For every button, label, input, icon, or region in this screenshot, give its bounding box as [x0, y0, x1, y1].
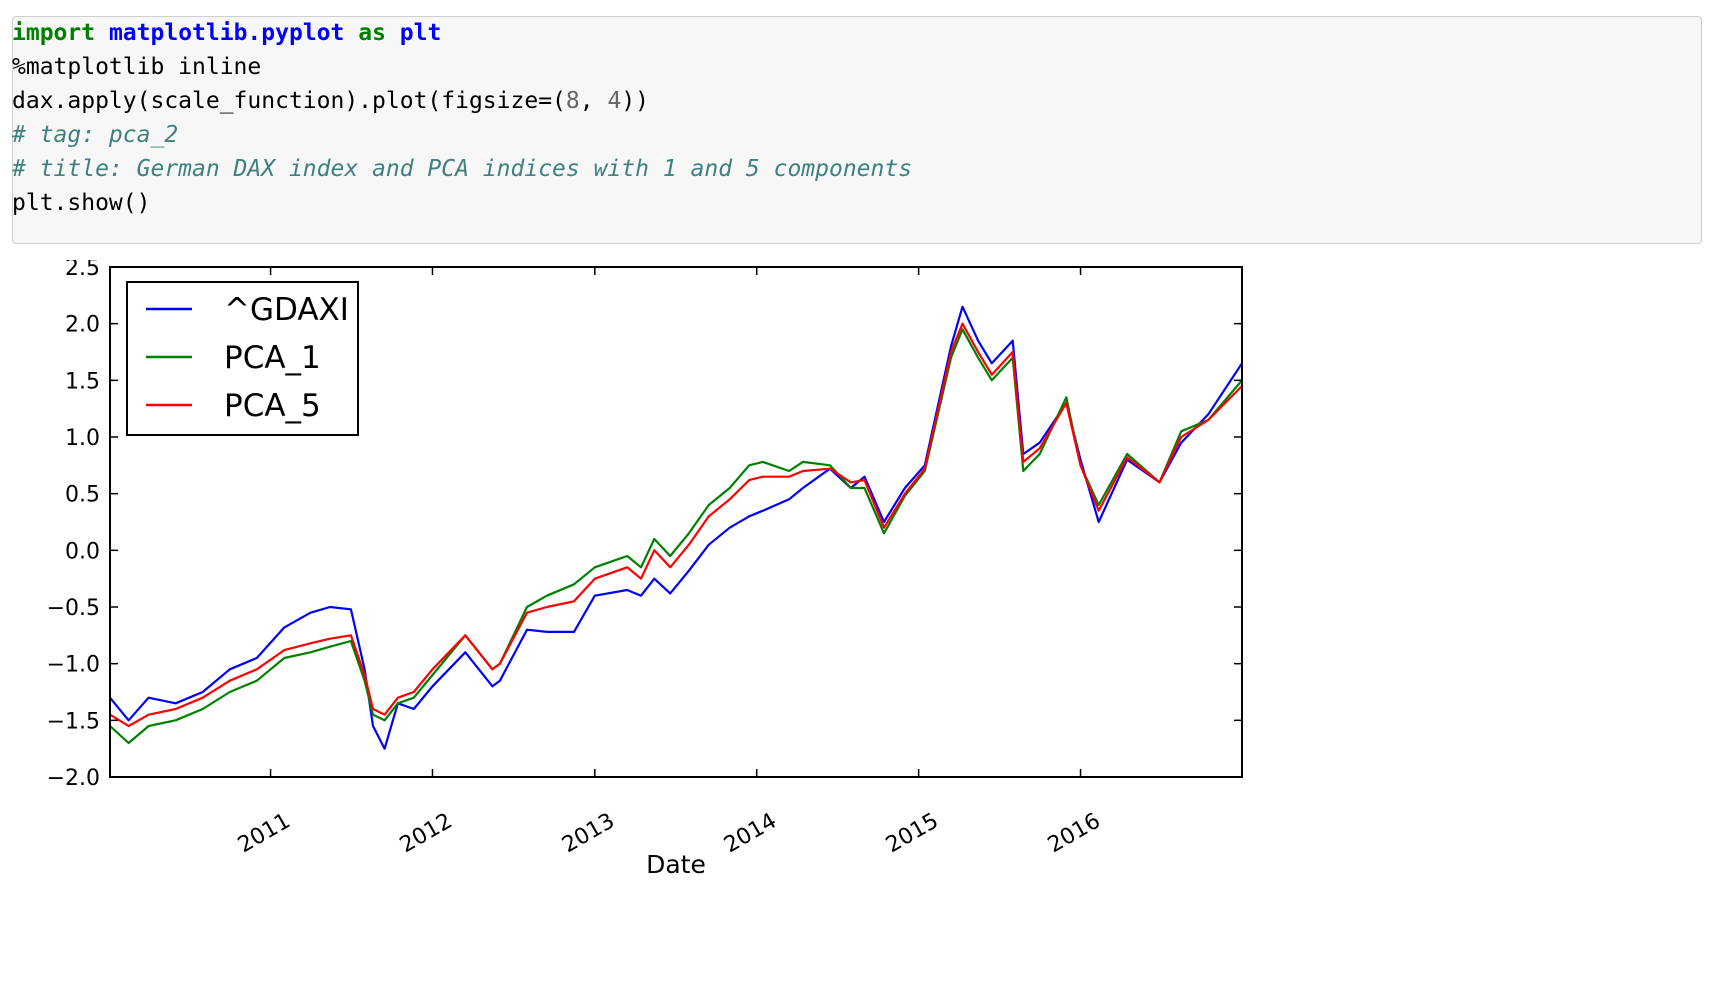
code-line: import matplotlib.pyplot as plt	[12, 16, 912, 50]
x-tick-label: 2014	[720, 809, 781, 859]
x-tick-label: 2015	[882, 809, 943, 859]
y-tick-label: 0.0	[65, 539, 100, 564]
y-tick-label: −1.0	[47, 653, 100, 678]
alias-name-token: plt	[399, 20, 442, 46]
code-text-token: %matplotlib inline	[12, 54, 262, 80]
x-tick-label: 2016	[1044, 809, 1105, 859]
y-tick-label: 2.0	[65, 313, 100, 338]
code-line: dax.apply(scale_function).plot(figsize=(…	[12, 84, 912, 118]
comment-token: # tag: pca_2	[12, 122, 179, 148]
y-tick-label: 1.0	[65, 426, 100, 451]
code-line: # title: German DAX index and PCA indice…	[12, 152, 912, 186]
number-token: 4	[607, 88, 622, 114]
legend-label: ^GDAXI	[224, 292, 349, 328]
comment-token: # title: German DAX index and PCA indice…	[12, 156, 913, 182]
module-name-token: matplotlib.pyplot	[108, 20, 345, 46]
keyword-token: import	[12, 20, 96, 46]
code-text-token: dax.apply(scale_function).plot(figsize=(	[12, 88, 566, 114]
code-line: plt.show()	[12, 186, 912, 220]
y-tick-label: 0.5	[65, 483, 100, 508]
code-text-token: ,	[579, 88, 608, 114]
y-tick-label: 2.5	[65, 260, 100, 281]
legend-label: PCA_5	[224, 388, 321, 424]
code-text-token: plt.show()	[12, 190, 151, 216]
number-token: 8	[565, 88, 580, 114]
code-cell[interactable]	[12, 16, 1702, 244]
code-text-token: ))	[621, 88, 650, 114]
x-axis: 2011 2012 2013 2014 2015 2016	[234, 267, 1105, 858]
keyword-token: as	[358, 20, 386, 46]
y-tick-label: −1.5	[47, 709, 100, 734]
output-area: 2.5 2.0 1.5 1.0 0.5 0.0 −0.5 −1.0 −1.5 −2.0 2011 2…	[0, 256, 1718, 998]
dax-pca-line-chart: 2.52.01.51.00.50.0−0.5−1.0−1.5−2.0 2011 2…	[47, 256, 1243, 879]
legend: ^GDAXI PCA_1 PCA_5	[126, 281, 359, 436]
y-tick-label: 1.5	[65, 369, 100, 394]
x-axis-label: Date	[646, 850, 706, 879]
legend-box	[126, 281, 359, 436]
y-axis: 2.5 2.0 1.5 1.0 0.5 0.0 −0.5 −1.0 −1.5 −2.0	[47, 256, 1242, 791]
x-tick-label: 2011	[234, 809, 295, 859]
plot-lines	[109, 305, 1243, 750]
y-tick-label: −2.0	[47, 766, 100, 791]
x-tick-label: 2013	[558, 809, 619, 859]
code-editor[interactable]: import matplotlib.pyplot as plt %matplotl…	[12, 16, 912, 220]
legend-label: PCA_1	[224, 340, 321, 376]
code-line: # tag: pca_2	[12, 118, 912, 152]
y-tick-label: −0.5	[47, 596, 100, 621]
code-line: %matplotlib inline	[12, 50, 912, 84]
plot-frame	[109, 266, 1243, 778]
series-line-pca5	[109, 322, 1243, 728]
x-tick-label: 2012	[396, 809, 457, 859]
